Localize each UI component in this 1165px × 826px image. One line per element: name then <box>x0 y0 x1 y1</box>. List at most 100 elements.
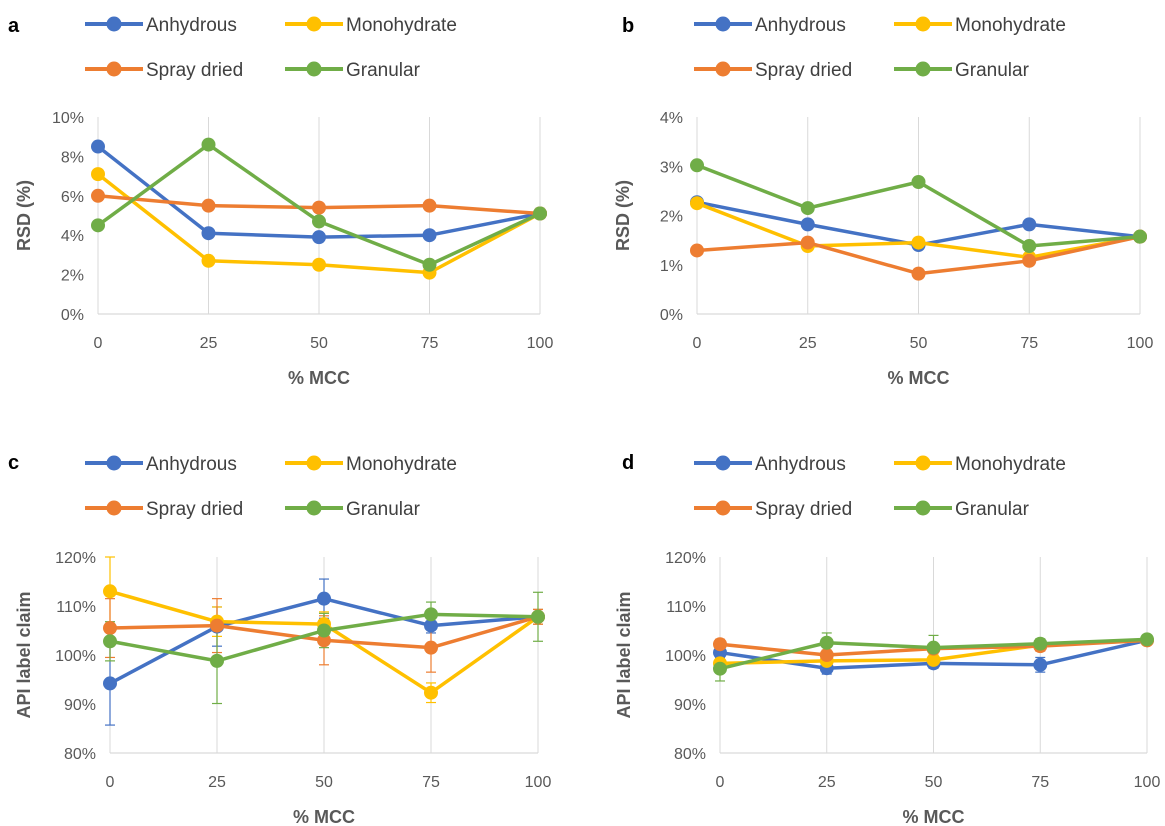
legend-item: Spray dried <box>694 499 852 520</box>
data-point <box>1022 253 1037 268</box>
y-axis-title: API label claim <box>14 591 34 718</box>
data-point <box>210 653 224 668</box>
legend-label: Granular <box>955 499 1030 520</box>
x-tick-label: 75 <box>422 774 440 791</box>
legend-label: Anhydrous <box>755 454 846 475</box>
x-axis-title: % MCC <box>288 368 350 388</box>
y-tick-label: 80% <box>674 746 706 763</box>
y-axis-title: API label claim <box>614 591 634 718</box>
y-tick-label: 0% <box>660 307 683 324</box>
legend-label: Monohydrate <box>955 454 1066 475</box>
legend-label: Monohydrate <box>346 15 457 36</box>
legend-marker <box>106 61 122 77</box>
y-tick-label: 4% <box>61 228 84 245</box>
data-point <box>1133 229 1147 244</box>
chart-b-svg: b Anhydrous Monohydrate Spray dried Granular… <box>613 15 1154 388</box>
x-tick-label: 25 <box>818 774 836 791</box>
data-point <box>210 618 224 633</box>
panel-letter: d <box>622 452 634 474</box>
x-tick-label: 75 <box>421 335 439 352</box>
x-tick-label: 75 <box>1031 774 1049 791</box>
y-tick-label: 3% <box>660 159 683 176</box>
data-point <box>312 257 326 272</box>
legend-marker <box>915 500 931 516</box>
data-point <box>317 591 331 606</box>
chart-a-svg: a Anhydrous Monohydrate Spray dried Granular… <box>8 15 554 388</box>
legend-item: Anhydrous <box>85 15 237 36</box>
legend-item: Monohydrate <box>285 15 457 36</box>
legend-marker <box>715 16 731 32</box>
y-tick-label: 80% <box>64 746 96 763</box>
data-point <box>103 634 117 649</box>
panel-letter: b <box>622 15 634 37</box>
x-tick-label: 100 <box>525 774 552 791</box>
data-point <box>103 621 117 636</box>
series-line-group <box>103 609 545 655</box>
data-point <box>201 226 216 241</box>
legend-item: Anhydrous <box>85 454 237 475</box>
data-point <box>424 685 438 700</box>
y-tick-label: 110% <box>666 599 706 616</box>
legend-marker <box>306 500 322 516</box>
legend-marker <box>715 61 731 77</box>
legend-marker <box>715 455 731 471</box>
data-point <box>201 198 216 213</box>
legend-marker <box>106 455 122 471</box>
data-point <box>424 607 438 622</box>
legend-label: Monohydrate <box>346 454 457 475</box>
y-tick-label: 8% <box>61 149 84 166</box>
chart-panel-b: b Anhydrous Monohydrate Spray dried Granular… <box>582 0 1164 413</box>
data-point <box>312 214 326 229</box>
data-point <box>201 137 216 152</box>
chart-panel-a: a Anhydrous Monohydrate Spray dried Granular… <box>0 0 582 413</box>
series-line-group <box>103 607 545 668</box>
y-tick-label: 100% <box>665 648 706 665</box>
legend-item: Granular <box>285 60 421 81</box>
x-axis-title: % MCC <box>888 368 950 388</box>
data-point <box>713 637 727 652</box>
data-point <box>819 648 834 662</box>
chart-panel-d: d Anhydrous Monohydrate Spray dried Granular… <box>582 413 1164 826</box>
legend-label: Spray dried <box>146 499 243 520</box>
y-tick-label: 10% <box>52 110 84 127</box>
legend-marker <box>715 500 731 516</box>
data-point <box>800 235 815 250</box>
legend: Anhydrous Monohydrate Spray dried Granular <box>85 15 457 81</box>
series-line-group <box>713 632 1154 676</box>
data-point <box>690 196 704 211</box>
y-tick-label: 2% <box>61 268 84 285</box>
legend-label: Anhydrous <box>146 454 237 475</box>
legend: Anhydrous Monohydrate Spray dried Granular <box>85 454 457 520</box>
legend-item: Spray dried <box>85 60 243 81</box>
legend: Anhydrous Monohydrate Spray dried Granular <box>694 454 1066 520</box>
x-tick-label: 0 <box>716 774 725 791</box>
x-tick-label: 0 <box>693 335 702 352</box>
y-tick-label: 4% <box>660 110 683 127</box>
legend-marker <box>306 16 322 32</box>
x-tick-label: 100 <box>1127 335 1154 352</box>
y-tick-label: 0% <box>61 307 84 324</box>
x-tick-label: 25 <box>208 774 226 791</box>
x-tick-label: 50 <box>910 335 928 352</box>
data-point <box>533 206 547 221</box>
x-tick-label: 100 <box>1134 774 1161 791</box>
legend-item: Monohydrate <box>894 15 1066 36</box>
data-point <box>422 257 437 272</box>
data-point <box>690 243 704 258</box>
data-point <box>317 633 331 648</box>
data-point <box>422 198 437 213</box>
x-tick-label: 50 <box>925 774 943 791</box>
legend-label: Spray dried <box>755 60 852 81</box>
y-axis-title: RSD (%) <box>613 180 633 251</box>
legend-label: Granular <box>346 60 421 81</box>
y-tick-label: 6% <box>61 189 84 206</box>
data-point <box>312 200 326 215</box>
data-point <box>531 609 545 624</box>
gridlines <box>696 117 1141 314</box>
legend-item: Granular <box>285 499 421 520</box>
legend-label: Granular <box>955 60 1030 81</box>
data-point <box>424 618 438 633</box>
x-tick-label: 100 <box>527 335 554 352</box>
data-point <box>926 640 941 655</box>
data-point <box>1033 636 1048 651</box>
